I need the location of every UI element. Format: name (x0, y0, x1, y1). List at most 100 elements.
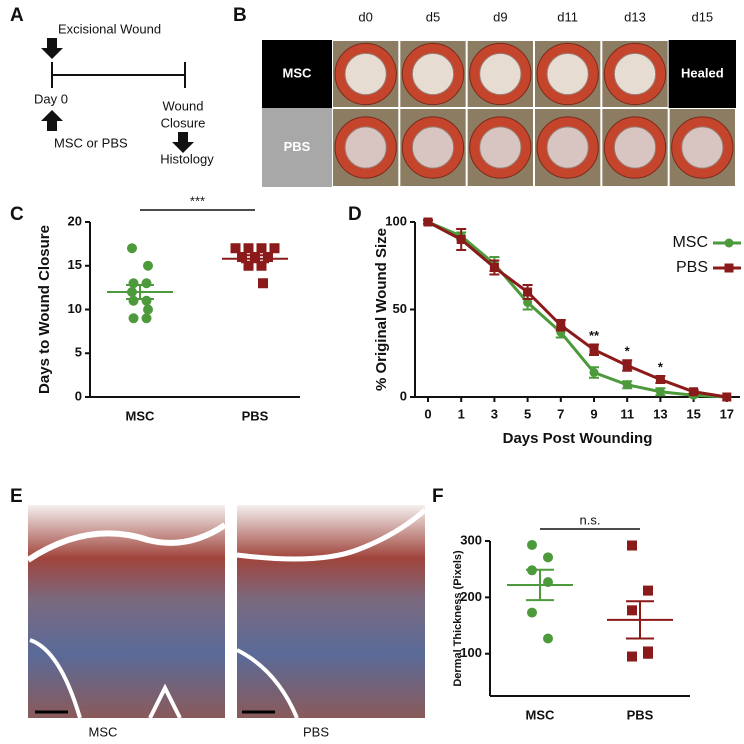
data-point (141, 313, 152, 324)
timeline-panel: A Excisional Wound Day 0 MSC or PBS Woun… (10, 5, 214, 166)
healed-cell (668, 40, 736, 108)
wound-bed (681, 126, 724, 169)
panel-label: F (432, 486, 444, 507)
timeline-text: Day 0 (34, 91, 68, 106)
data-point (543, 552, 553, 563)
arrow (41, 110, 63, 131)
data-point (127, 243, 137, 254)
row-label-cell (262, 108, 332, 187)
wound-bed (613, 52, 657, 96)
x-tick-label: 15 (686, 406, 700, 421)
row-label: PBS (284, 139, 311, 154)
x-tick-label: 13 (653, 406, 667, 421)
data-point (724, 238, 734, 248)
significance-label: * (625, 344, 631, 359)
histology-panel: E MSC PBS (10, 486, 427, 739)
x-tick-label: PBS (627, 707, 654, 722)
histology-caption: PBS (303, 724, 329, 739)
x-tick-label: 3 (491, 406, 498, 421)
wound-bed (344, 126, 387, 169)
data-point (128, 295, 139, 306)
tissue-edge (26, 522, 227, 563)
panel-label: B (233, 5, 247, 26)
data-point (543, 633, 553, 644)
data-point (627, 605, 637, 616)
x-tick-label: 0 (424, 406, 431, 421)
y-tick-label: 300 (460, 532, 482, 547)
series-line (427, 220, 727, 399)
tissue-edge (236, 508, 427, 562)
series-line (427, 220, 728, 399)
y-tick-label: 100 (460, 645, 482, 660)
data-point (128, 313, 139, 324)
arrow (41, 38, 63, 59)
day-header: d11 (557, 9, 578, 24)
y-tick-label: 0 (75, 388, 82, 403)
data-point (724, 263, 734, 273)
wound-bed (479, 126, 522, 169)
x-tick-label: MSC (126, 408, 156, 423)
timeline-text: Histology (160, 151, 214, 166)
data-point (243, 243, 254, 254)
x-tick-label: 5 (524, 406, 531, 421)
data-point (643, 648, 653, 659)
data-point (269, 243, 280, 254)
row-label: MSC (283, 65, 313, 80)
y-tick-label: 100 (385, 213, 407, 228)
y-tick-label: 200 (460, 589, 482, 604)
data-point (655, 387, 665, 397)
timeline-line (51, 62, 186, 88)
y-tick-label: 0 (400, 388, 407, 403)
x-tick-label: PBS (242, 408, 269, 423)
histology-image (237, 505, 425, 718)
sem-bar (126, 284, 154, 300)
tissue-edge (236, 648, 299, 719)
data-point (627, 651, 637, 662)
y-tick-label: 20 (68, 213, 82, 228)
data-point (523, 287, 533, 297)
data-point (141, 295, 152, 306)
arrow (172, 132, 194, 153)
legend-label: MSC (672, 234, 708, 251)
day-header: d15 (691, 9, 713, 24)
data-point (263, 252, 273, 262)
data-point (258, 278, 268, 289)
data-point (589, 345, 599, 355)
data-point (589, 368, 599, 377)
data-point (237, 252, 247, 262)
data-point (622, 361, 632, 370)
significance-label: ** (589, 328, 600, 343)
x-tick-label: 11 (620, 406, 634, 421)
tissue-edge (29, 638, 182, 719)
x-tick-label: 1 (458, 406, 465, 421)
photo-panel: B d0 d5 d9 d11 d13 d15 MSC Healed PBS (233, 5, 736, 187)
data-point (523, 298, 533, 307)
timeline-text: MSC or PBS (54, 135, 128, 150)
data-point (527, 607, 537, 618)
healed-label: Healed (681, 65, 724, 80)
y-axis-label: % Original Wound Size (373, 228, 390, 391)
panel-label: A (10, 5, 24, 26)
significance-label: *** (190, 193, 205, 208)
wound-bed (479, 52, 522, 96)
panel-label: D (348, 204, 362, 225)
timeline-text: Closure (161, 115, 206, 130)
x-tick-label: 17 (720, 406, 734, 421)
data-point (256, 260, 267, 271)
panel-label: E (10, 486, 23, 507)
data-point (527, 539, 537, 550)
y-tick-label: 5 (75, 345, 82, 360)
data-point (643, 585, 653, 596)
data-point (230, 243, 241, 254)
data-point (128, 278, 139, 289)
histology-caption: MSC (89, 724, 118, 739)
sem-bar (241, 254, 269, 264)
x-tick-label: 9 (590, 406, 597, 421)
data-point (143, 304, 153, 315)
day-header: d0 (358, 9, 372, 24)
data-point (423, 217, 433, 227)
significance-label: * (658, 359, 664, 374)
x-tick-label: MSC (526, 707, 556, 722)
y-axis-label: Dermal Thickness (Pixels) (452, 550, 464, 687)
